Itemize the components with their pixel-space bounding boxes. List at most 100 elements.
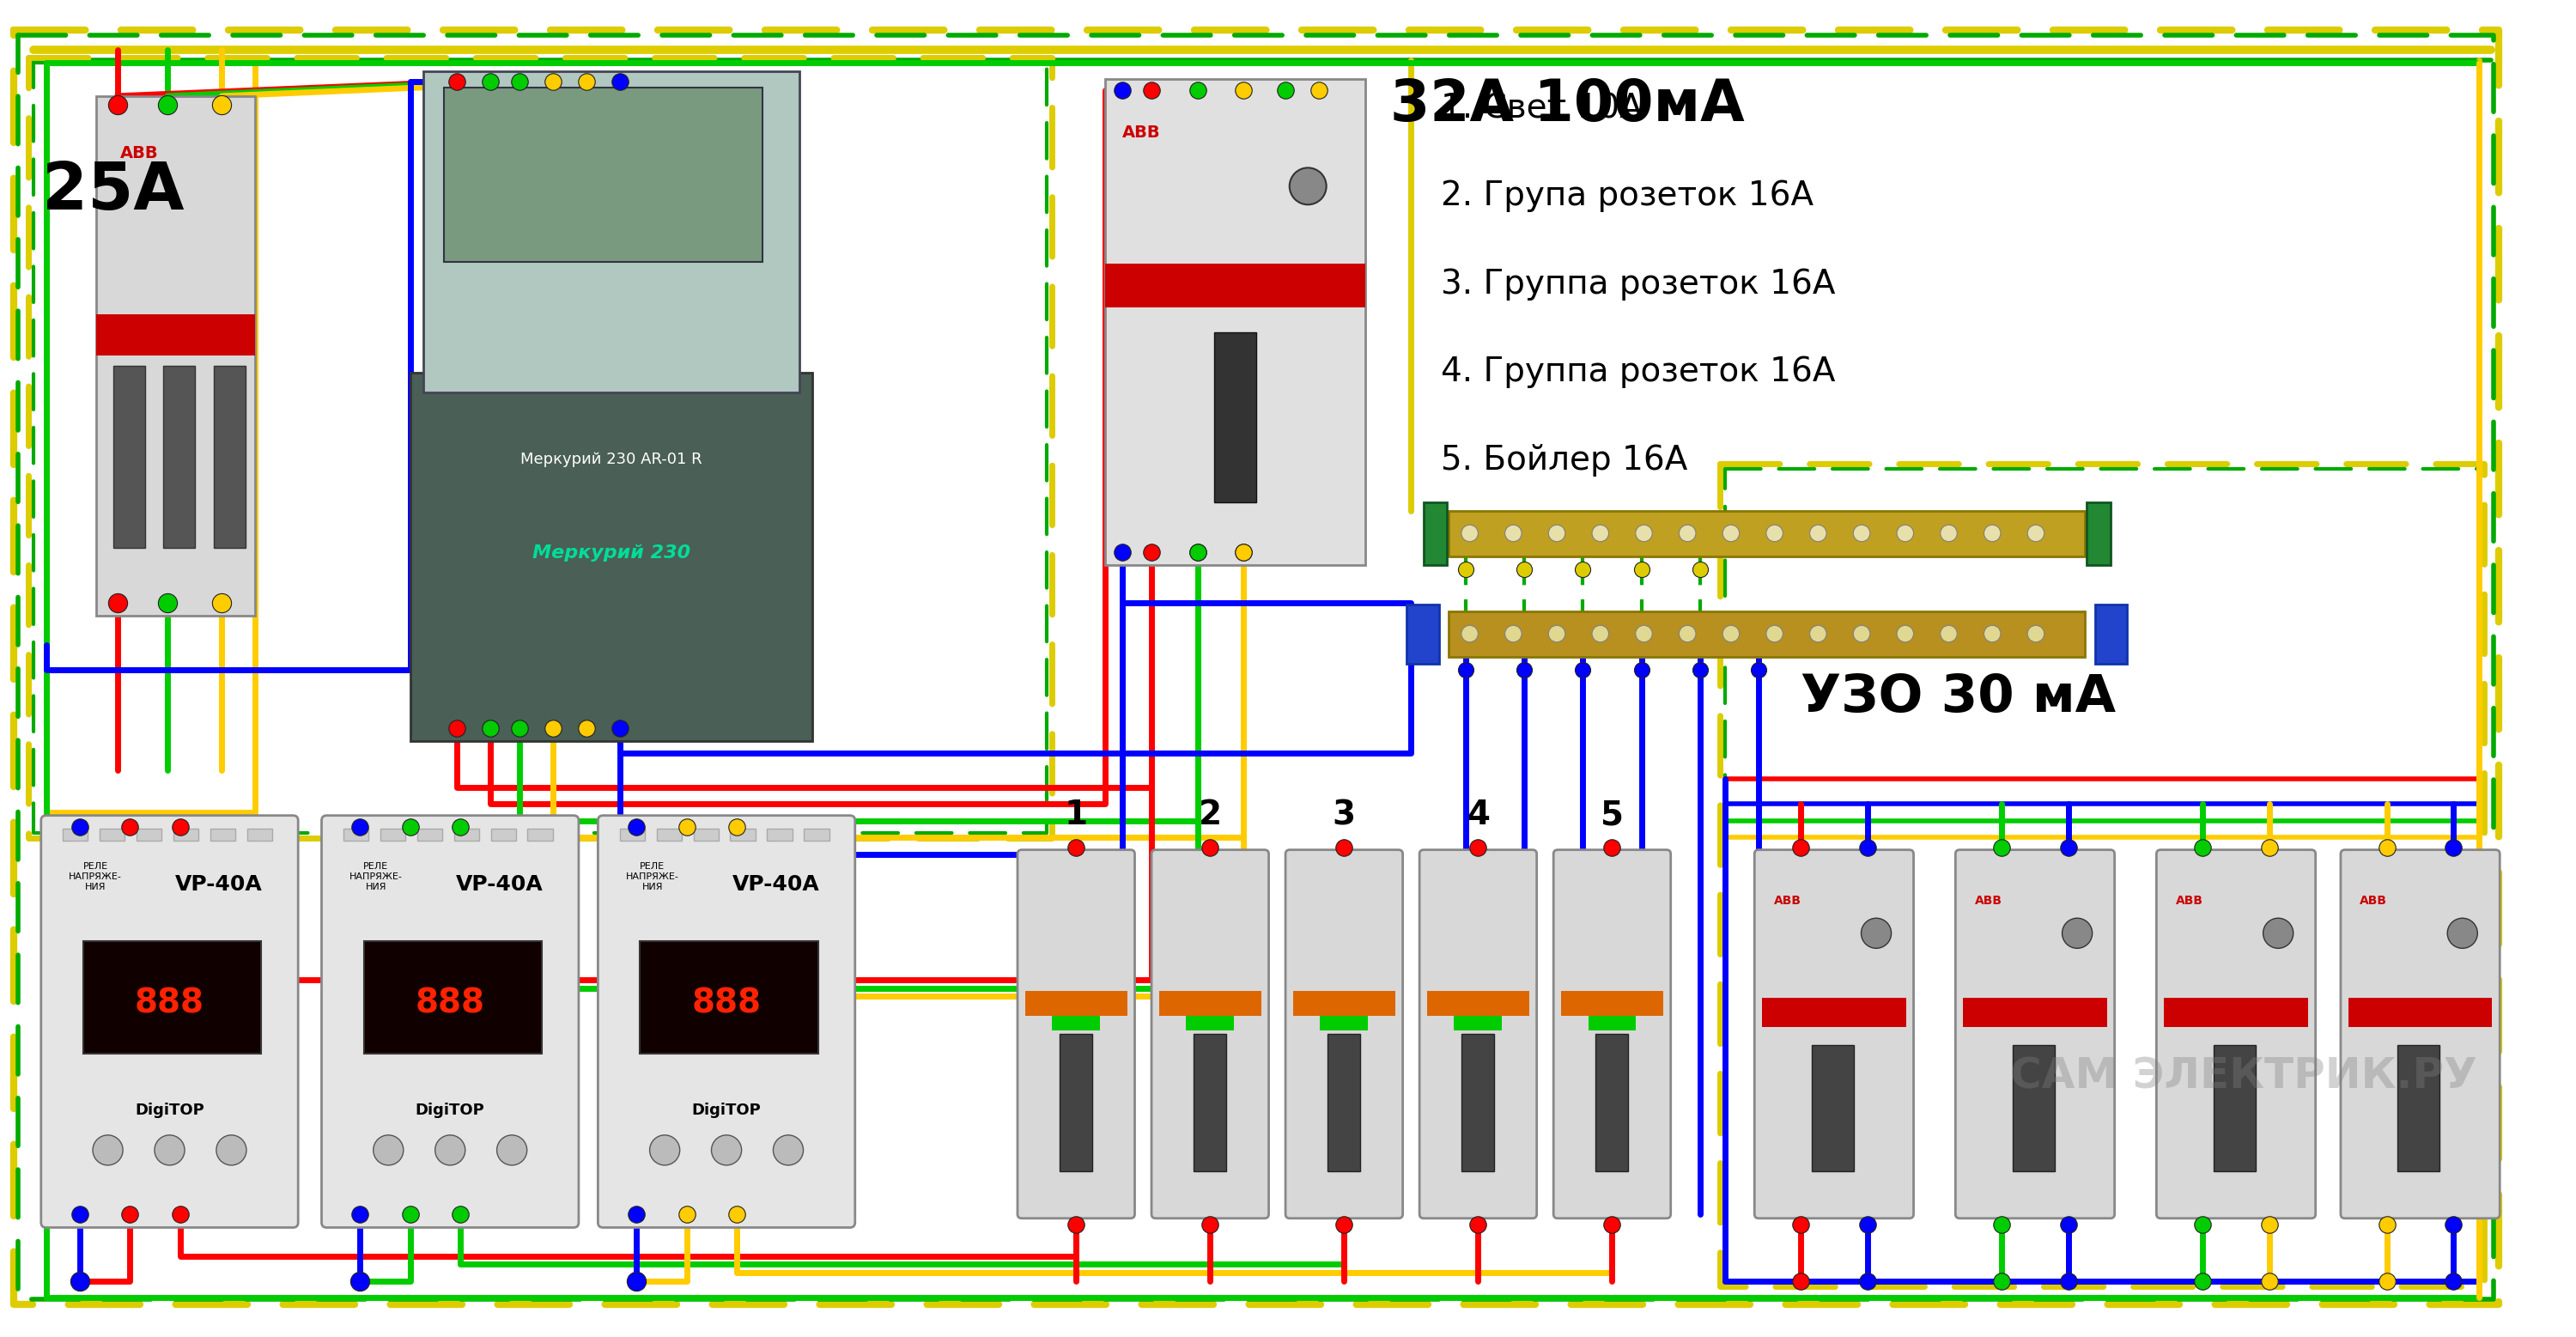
Circle shape [773,1135,804,1166]
Text: 1. Свет 10А: 1. Свет 10А [1440,92,1641,124]
Bar [1589,1016,1636,1031]
Text: 888: 888 [134,987,204,1020]
Bar [528,829,554,841]
Bar [1448,611,2084,658]
Circle shape [711,1135,742,1166]
Bar [2012,1046,2056,1171]
Bar [381,829,404,841]
Text: VP-40A: VP-40A [175,874,263,896]
FancyBboxPatch shape [598,816,855,1227]
Bar [453,829,479,841]
Circle shape [2027,626,2045,642]
Circle shape [1548,525,1566,541]
Bar [768,829,793,841]
Text: САМ ЭЛЕКТРИК.РУ: САМ ЭЛЕКТРИК.РУ [2009,1056,2476,1098]
Text: РЕЛЕ
НАПРЯЖЕ-
НИЯ: РЕЛЕ НАПРЯЖЕ- НИЯ [350,862,402,890]
Text: РЕЛЕ
НАПРЯЖЕ-
НИЯ: РЕЛЕ НАПРЯЖЕ- НИЯ [626,862,680,890]
Bar [1561,991,1664,1016]
Circle shape [1504,525,1522,541]
Text: DigiTOP: DigiTOP [693,1102,760,1118]
Circle shape [497,1135,528,1166]
Bar [113,366,144,548]
Bar [1461,1034,1494,1171]
Circle shape [1767,626,1783,642]
Bar [1963,997,2107,1027]
FancyBboxPatch shape [1018,850,1136,1218]
FancyBboxPatch shape [1419,850,1538,1218]
Bar [82,941,260,1054]
Text: DigiTOP: DigiTOP [134,1102,204,1118]
Bar [2087,503,2110,566]
Bar [162,366,196,548]
Bar [1453,1016,1502,1031]
Circle shape [1291,167,1327,205]
Circle shape [2264,919,2293,948]
Circle shape [1680,626,1695,642]
Circle shape [1461,626,1479,642]
Bar [2213,1046,2257,1171]
Bar [1293,991,1396,1016]
Circle shape [1504,626,1522,642]
FancyBboxPatch shape [2156,850,2316,1218]
Circle shape [649,1135,680,1166]
Circle shape [1984,626,2002,642]
Circle shape [1984,525,2002,541]
Bar [137,829,162,841]
Bar [492,829,515,841]
Circle shape [216,1135,247,1166]
Bar [1213,332,1257,501]
Bar [214,366,245,548]
Bar [1811,1046,1855,1171]
Text: ABB: ABB [1123,124,1162,140]
Text: 888: 888 [415,987,484,1020]
Circle shape [1723,525,1739,541]
Circle shape [1940,525,1958,541]
Circle shape [1811,626,1826,642]
Bar [1327,1034,1360,1171]
Circle shape [1767,525,1783,541]
Bar [62,829,88,841]
Text: РЕЛЕ
НАПРЯЖЕ-
НИЯ: РЕЛЕ НАПРЯЖЕ- НИЯ [70,862,121,890]
Circle shape [1636,525,1651,541]
Text: 2: 2 [1198,800,1221,832]
Bar [363,941,541,1054]
Bar [2094,604,2128,664]
Bar [1051,1016,1100,1031]
Bar [417,829,443,841]
Text: ABB: ABB [121,146,160,162]
FancyBboxPatch shape [1955,850,2115,1218]
Bar [343,829,368,841]
Circle shape [2027,525,2045,541]
Bar [1105,79,1365,566]
Bar [1059,1034,1092,1171]
Bar [2164,997,2308,1027]
Bar [804,829,829,841]
Text: 4. Группа розеток 16А: 4. Группа розеток 16А [1440,356,1834,388]
Text: ABB: ABB [1976,894,2002,906]
Text: 2. Група розеток 16А: 2. Група розеток 16А [1440,180,1814,213]
Text: VP-40A: VP-40A [732,874,819,896]
Circle shape [2063,919,2092,948]
Circle shape [435,1135,466,1166]
Text: 1: 1 [1064,800,1087,832]
Text: УЗО 30 мА: УЗО 30 мА [1801,673,2115,723]
Bar [247,829,273,841]
Bar [95,96,255,615]
Bar [410,373,811,741]
Bar [2398,1046,2439,1171]
Text: 3. Группа розеток 16А: 3. Группа розеток 16А [1440,267,1834,301]
Text: Меркурий 230: Меркурий 230 [533,544,690,562]
Bar [693,829,719,841]
Bar [1105,263,1365,308]
Circle shape [155,1135,185,1166]
Bar [1319,1016,1368,1031]
Bar [100,829,124,841]
Circle shape [93,1135,124,1166]
Text: 5. Бойлер 16А: 5. Бойлер 16А [1440,444,1687,476]
Circle shape [1852,525,1870,541]
Bar [1025,991,1128,1016]
Circle shape [1680,525,1695,541]
FancyBboxPatch shape [41,816,299,1227]
Text: DigiTOP: DigiTOP [415,1102,484,1118]
FancyBboxPatch shape [1754,850,1914,1218]
